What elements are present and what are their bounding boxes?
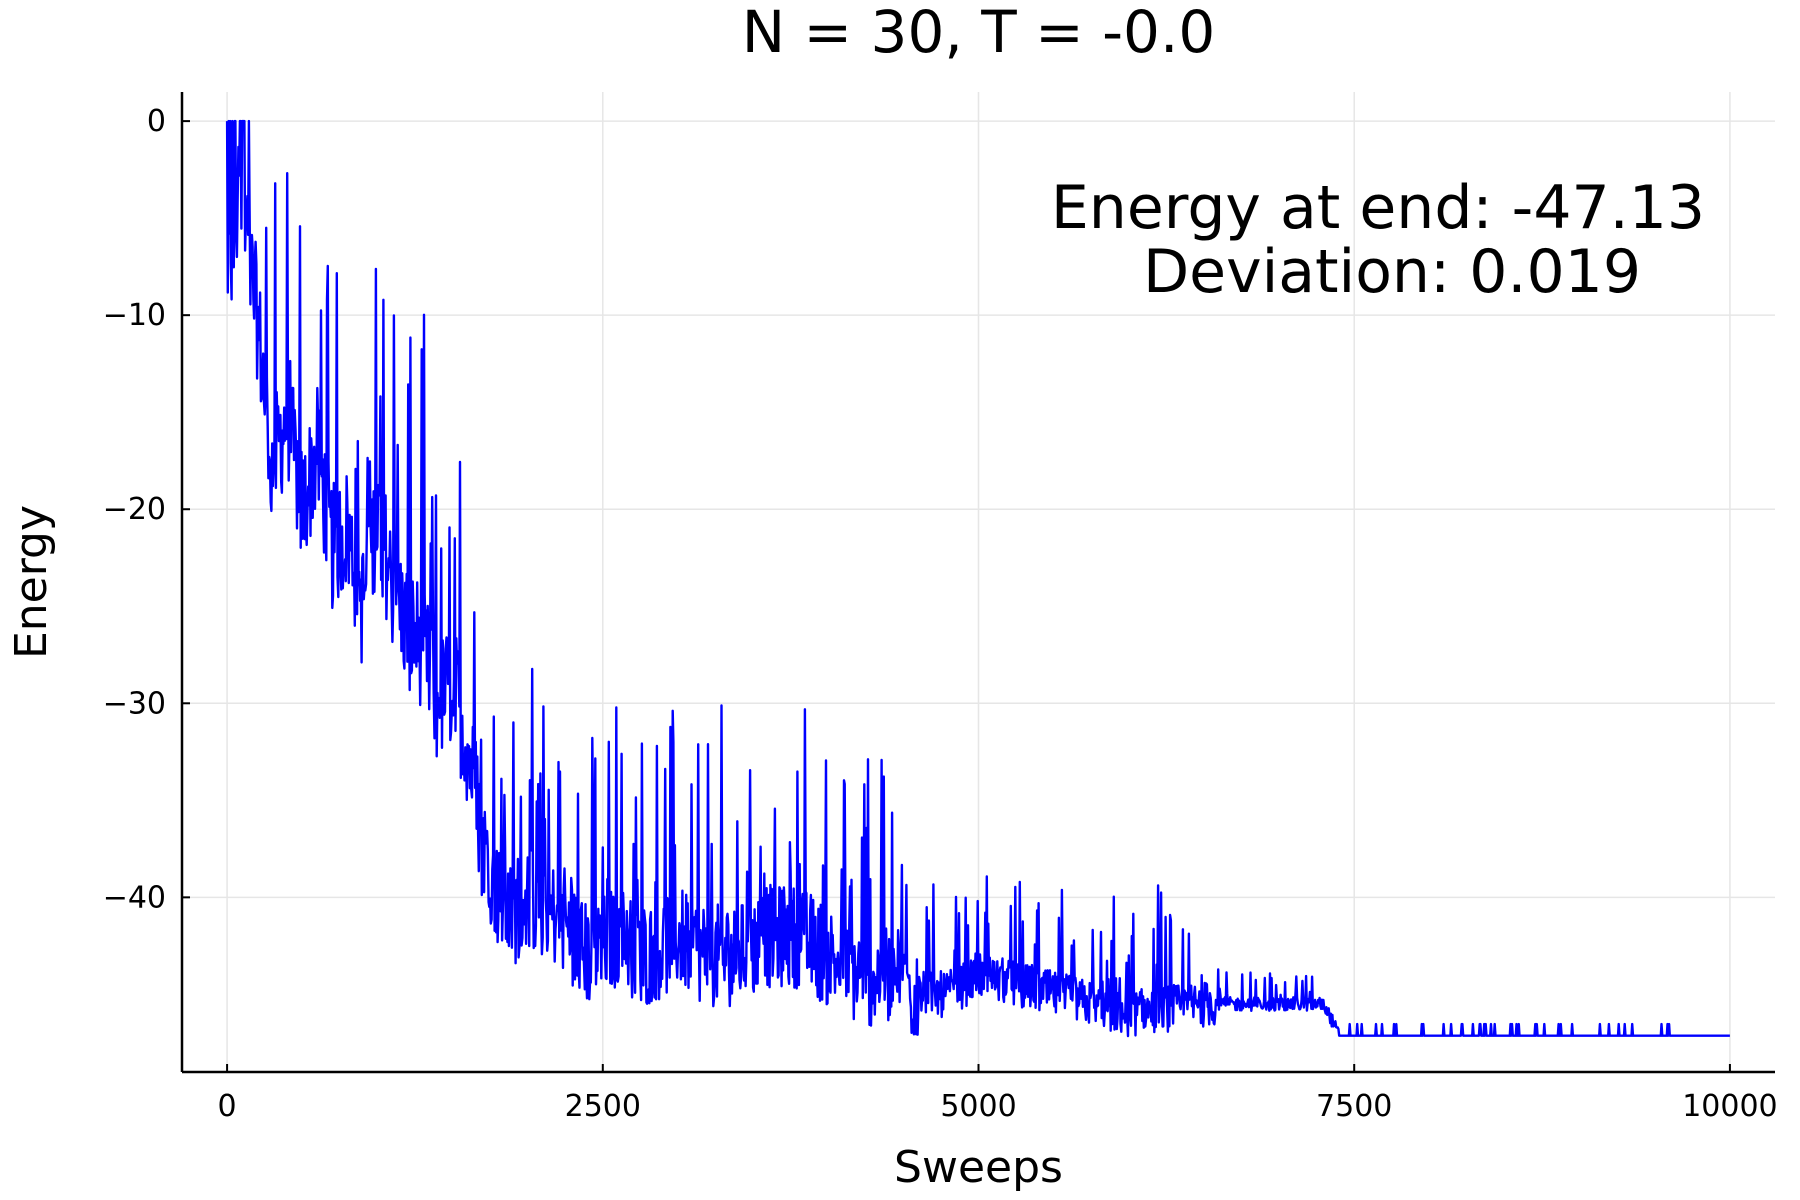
grid-layer <box>182 92 1775 1072</box>
y-tick-label-1: −10 <box>103 298 166 333</box>
chart-title: N = 30, T = -0.0 <box>742 0 1216 66</box>
y-tick-label-0: 0 <box>147 104 166 139</box>
y-axis-label: Energy <box>6 505 57 659</box>
x-tick-label-4: 10000 <box>1682 1089 1777 1124</box>
y-tick-label-4: −40 <box>103 880 166 915</box>
ticks-layer: 0 2500 5000 7500 10000 0 −10 −20 −30 −40 <box>103 104 1778 1124</box>
annotation-energy-at-end: Energy at end: -47.13 <box>1051 173 1705 243</box>
series-line-energy <box>225 119 1731 1038</box>
x-tick-label-1: 2500 <box>565 1089 641 1124</box>
series-layer <box>225 119 1731 1038</box>
x-tick-label-2: 5000 <box>940 1089 1016 1124</box>
x-axis-label: Sweeps <box>894 1142 1063 1193</box>
x-tick-label-3: 7500 <box>1316 1089 1392 1124</box>
x-tick-label-0: 0 <box>218 1089 237 1124</box>
y-tick-label-3: −30 <box>103 686 166 721</box>
y-tick-label-2: −20 <box>103 492 166 527</box>
annotation-deviation: Deviation: 0.019 <box>1143 237 1641 307</box>
